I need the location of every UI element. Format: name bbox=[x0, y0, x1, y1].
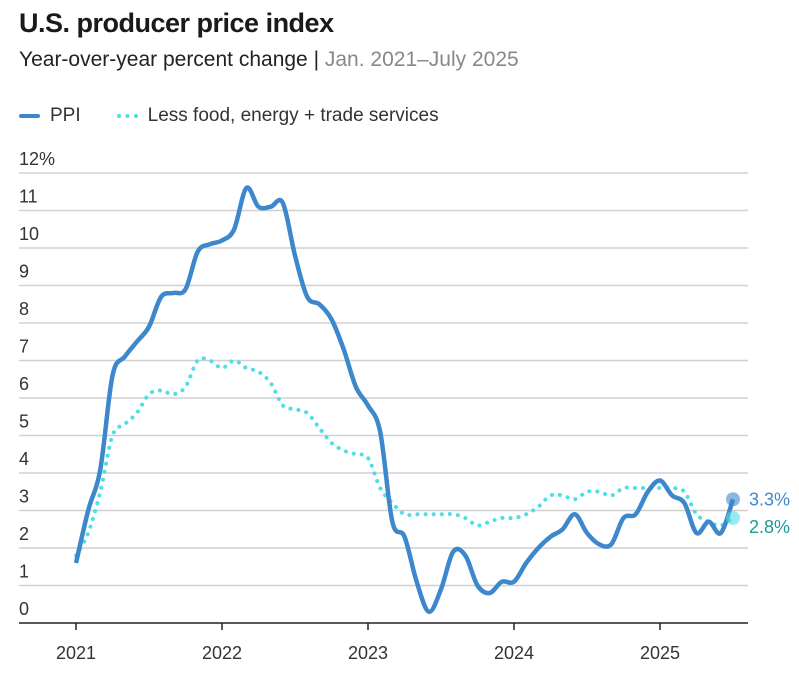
legend-label-ppi: PPI bbox=[50, 105, 81, 126]
subtitle-range: Jan. 2021–July 2025 bbox=[324, 48, 519, 71]
y-tick-label: 3 bbox=[19, 487, 29, 507]
legend: PPI Less food, energy + trade services bbox=[19, 105, 439, 127]
y-tick-label: 4 bbox=[19, 449, 29, 469]
y-tick-label: 6 bbox=[19, 374, 29, 394]
y-tick-label: 1 bbox=[19, 562, 29, 582]
y-tick-label: 2 bbox=[19, 524, 29, 544]
y-tick-label: 5 bbox=[19, 412, 29, 432]
subtitle-text: Year-over-year percent change | bbox=[19, 48, 320, 71]
x-tick-label: 2021 bbox=[56, 643, 96, 663]
x-tick-label: 2023 bbox=[348, 643, 388, 663]
x-tick-label: 2022 bbox=[202, 643, 242, 663]
end-marker-core bbox=[726, 511, 740, 525]
chart-title: U.S. producer price index bbox=[19, 8, 334, 38]
y-tick-label: 0 bbox=[19, 599, 29, 619]
chart-subtitle: Year-over-year percent change | Jan. 202… bbox=[19, 48, 564, 72]
y-tick-label: 7 bbox=[19, 337, 29, 357]
end-label-ppi: 3.3% bbox=[749, 489, 790, 509]
end-label-core: 2.8% bbox=[749, 517, 790, 537]
legend-swatch-ppi bbox=[19, 114, 40, 118]
y-tick-label: 8 bbox=[19, 299, 29, 319]
legend-label-core: Less food, energy + trade services bbox=[147, 105, 439, 126]
y-tick-label: 10 bbox=[19, 224, 39, 244]
end-marker-ppi bbox=[726, 492, 740, 507]
series-line-ppi bbox=[73, 185, 736, 614]
series-line-core bbox=[74, 356, 735, 558]
legend-swatch-core bbox=[116, 114, 138, 118]
y-tick-label: 12% bbox=[19, 149, 55, 169]
y-tick-label: 9 bbox=[19, 262, 29, 282]
y-tick-label: 11 bbox=[19, 187, 38, 207]
x-tick-label: 2024 bbox=[494, 643, 534, 663]
x-tick-label: 2025 bbox=[640, 643, 680, 663]
